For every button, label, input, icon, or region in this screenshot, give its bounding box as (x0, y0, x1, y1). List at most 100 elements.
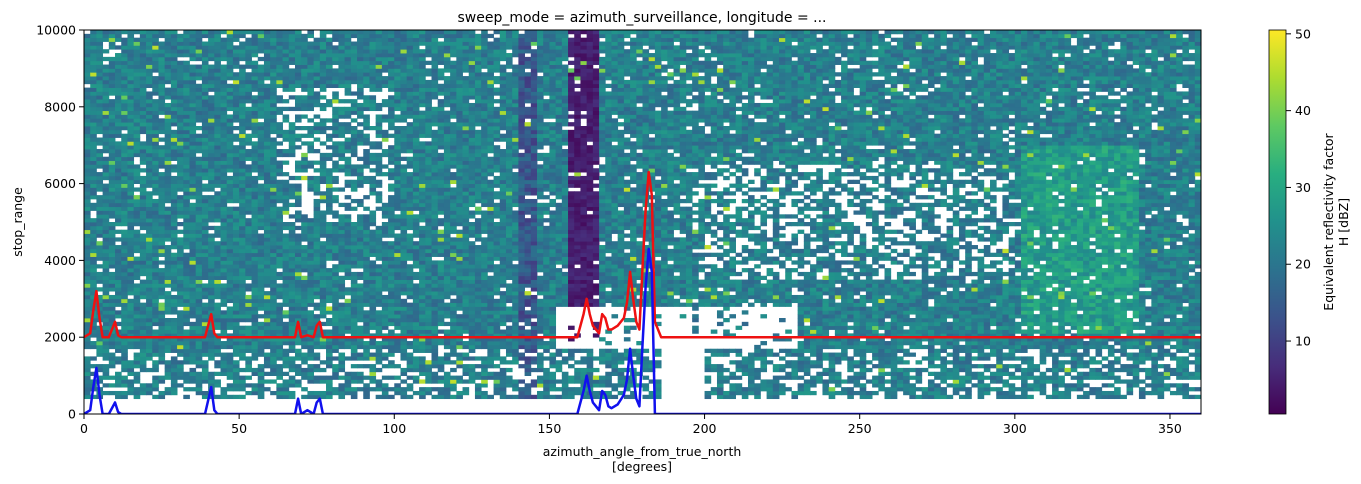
heatmap-cell (294, 76, 302, 81)
heatmap-cell (183, 329, 190, 334)
heatmap-cell (226, 126, 234, 131)
heatmap-cell (84, 202, 91, 208)
heatmap-cell (406, 187, 414, 192)
heatmap-cell (425, 337, 432, 342)
heatmap-cell (369, 356, 377, 361)
heatmap-cell (400, 33, 408, 39)
heatmap-cell (301, 45, 308, 50)
heatmap-cell (276, 237, 283, 242)
heatmap-cell (400, 291, 408, 296)
heatmap-cell (326, 229, 333, 234)
heatmap-cell (257, 126, 265, 131)
heatmap-cell (183, 99, 190, 104)
heatmap-cell (270, 106, 277, 112)
heatmap-cell (338, 364, 346, 369)
heatmap-cell (412, 329, 420, 334)
heatmap-cell (400, 341, 408, 346)
heatmap-cell (288, 314, 296, 319)
heatmap-cell (270, 225, 277, 231)
heatmap-cell (90, 106, 97, 112)
heatmap-cell (375, 106, 383, 112)
heatmap-cell (195, 294, 203, 300)
heatmap-cell (84, 152, 91, 158)
heatmap-cell (282, 252, 290, 257)
heatmap-cell (177, 114, 184, 119)
heatmap-cell (102, 137, 110, 142)
heatmap-cell (96, 110, 104, 115)
heatmap-cell (133, 394, 141, 400)
heatmap-cell (326, 271, 333, 277)
heatmap-cell (406, 106, 414, 112)
heatmap-cell (443, 287, 451, 292)
heatmap-cell (375, 367, 383, 373)
heatmap-cell (288, 145, 296, 150)
heatmap-cell (96, 325, 104, 330)
heatmap-cell (127, 287, 135, 292)
heatmap-cell (121, 275, 128, 280)
heatmap-cell (357, 229, 364, 234)
heatmap-cell (189, 137, 197, 142)
heatmap-cell (115, 114, 122, 119)
heatmap-cell (263, 33, 271, 39)
heatmap-cell (214, 283, 221, 288)
heatmap-cell (394, 279, 401, 284)
heatmap-cell (183, 87, 190, 92)
heatmap-cell (121, 356, 128, 361)
heatmap-cell (257, 225, 265, 231)
heatmap-cell (276, 76, 283, 81)
heatmap-cell (357, 310, 364, 315)
heatmap-cell (226, 321, 234, 327)
heatmap-cell (400, 164, 408, 169)
heatmap-cell (115, 152, 122, 158)
heatmap-cell (363, 122, 370, 127)
heatmap-cell (425, 60, 432, 65)
heatmap-cell (96, 30, 104, 35)
heatmap-cell (201, 210, 209, 215)
heatmap-cell (96, 248, 104, 254)
heatmap-cell (232, 371, 240, 376)
heatmap-cell (158, 175, 166, 181)
heatmap-cell (369, 248, 377, 254)
heatmap-cell (431, 95, 439, 100)
heatmap-cell (406, 45, 414, 50)
heatmap-cell (301, 99, 308, 104)
heatmap-cell (307, 310, 315, 315)
heatmap-cell (450, 383, 457, 388)
heatmap-cell (381, 118, 389, 123)
heatmap-cell (195, 160, 203, 165)
heatmap-cell (121, 198, 128, 204)
heatmap-cell (332, 364, 339, 369)
heatmap-cell (338, 390, 346, 396)
heatmap-cell (115, 79, 122, 85)
heatmap-cell (177, 214, 184, 219)
heatmap-cell (152, 137, 159, 142)
heatmap-cell (357, 314, 364, 319)
heatmap-cell (437, 260, 445, 265)
heatmap-cell (115, 383, 122, 388)
heatmap-cell (195, 352, 203, 357)
heatmap-cell (369, 222, 377, 227)
heatmap-cell (450, 126, 457, 131)
heatmap-cell (381, 102, 389, 108)
heatmap-cell (443, 237, 451, 242)
heatmap-cell (201, 248, 209, 254)
heatmap-cell (139, 283, 147, 288)
heatmap-cell (425, 68, 432, 73)
heatmap-cell (90, 187, 97, 192)
heatmap-cell (232, 110, 240, 115)
heatmap-cell (245, 218, 252, 223)
heatmap-cell (294, 271, 302, 277)
heatmap-cell (406, 110, 414, 115)
heatmap-cell (164, 206, 172, 211)
heatmap-cell (115, 106, 122, 112)
heatmap-cell (338, 214, 346, 219)
heatmap-cell (307, 102, 315, 108)
heatmap-cell (332, 264, 339, 269)
heatmap-cell (288, 33, 296, 39)
heatmap-cell (394, 321, 401, 327)
heatmap-cell (301, 141, 308, 146)
heatmap-cell (381, 76, 389, 81)
heatmap-cell (257, 129, 265, 135)
heatmap-cell (437, 241, 445, 246)
heatmap-cell (139, 37, 147, 42)
